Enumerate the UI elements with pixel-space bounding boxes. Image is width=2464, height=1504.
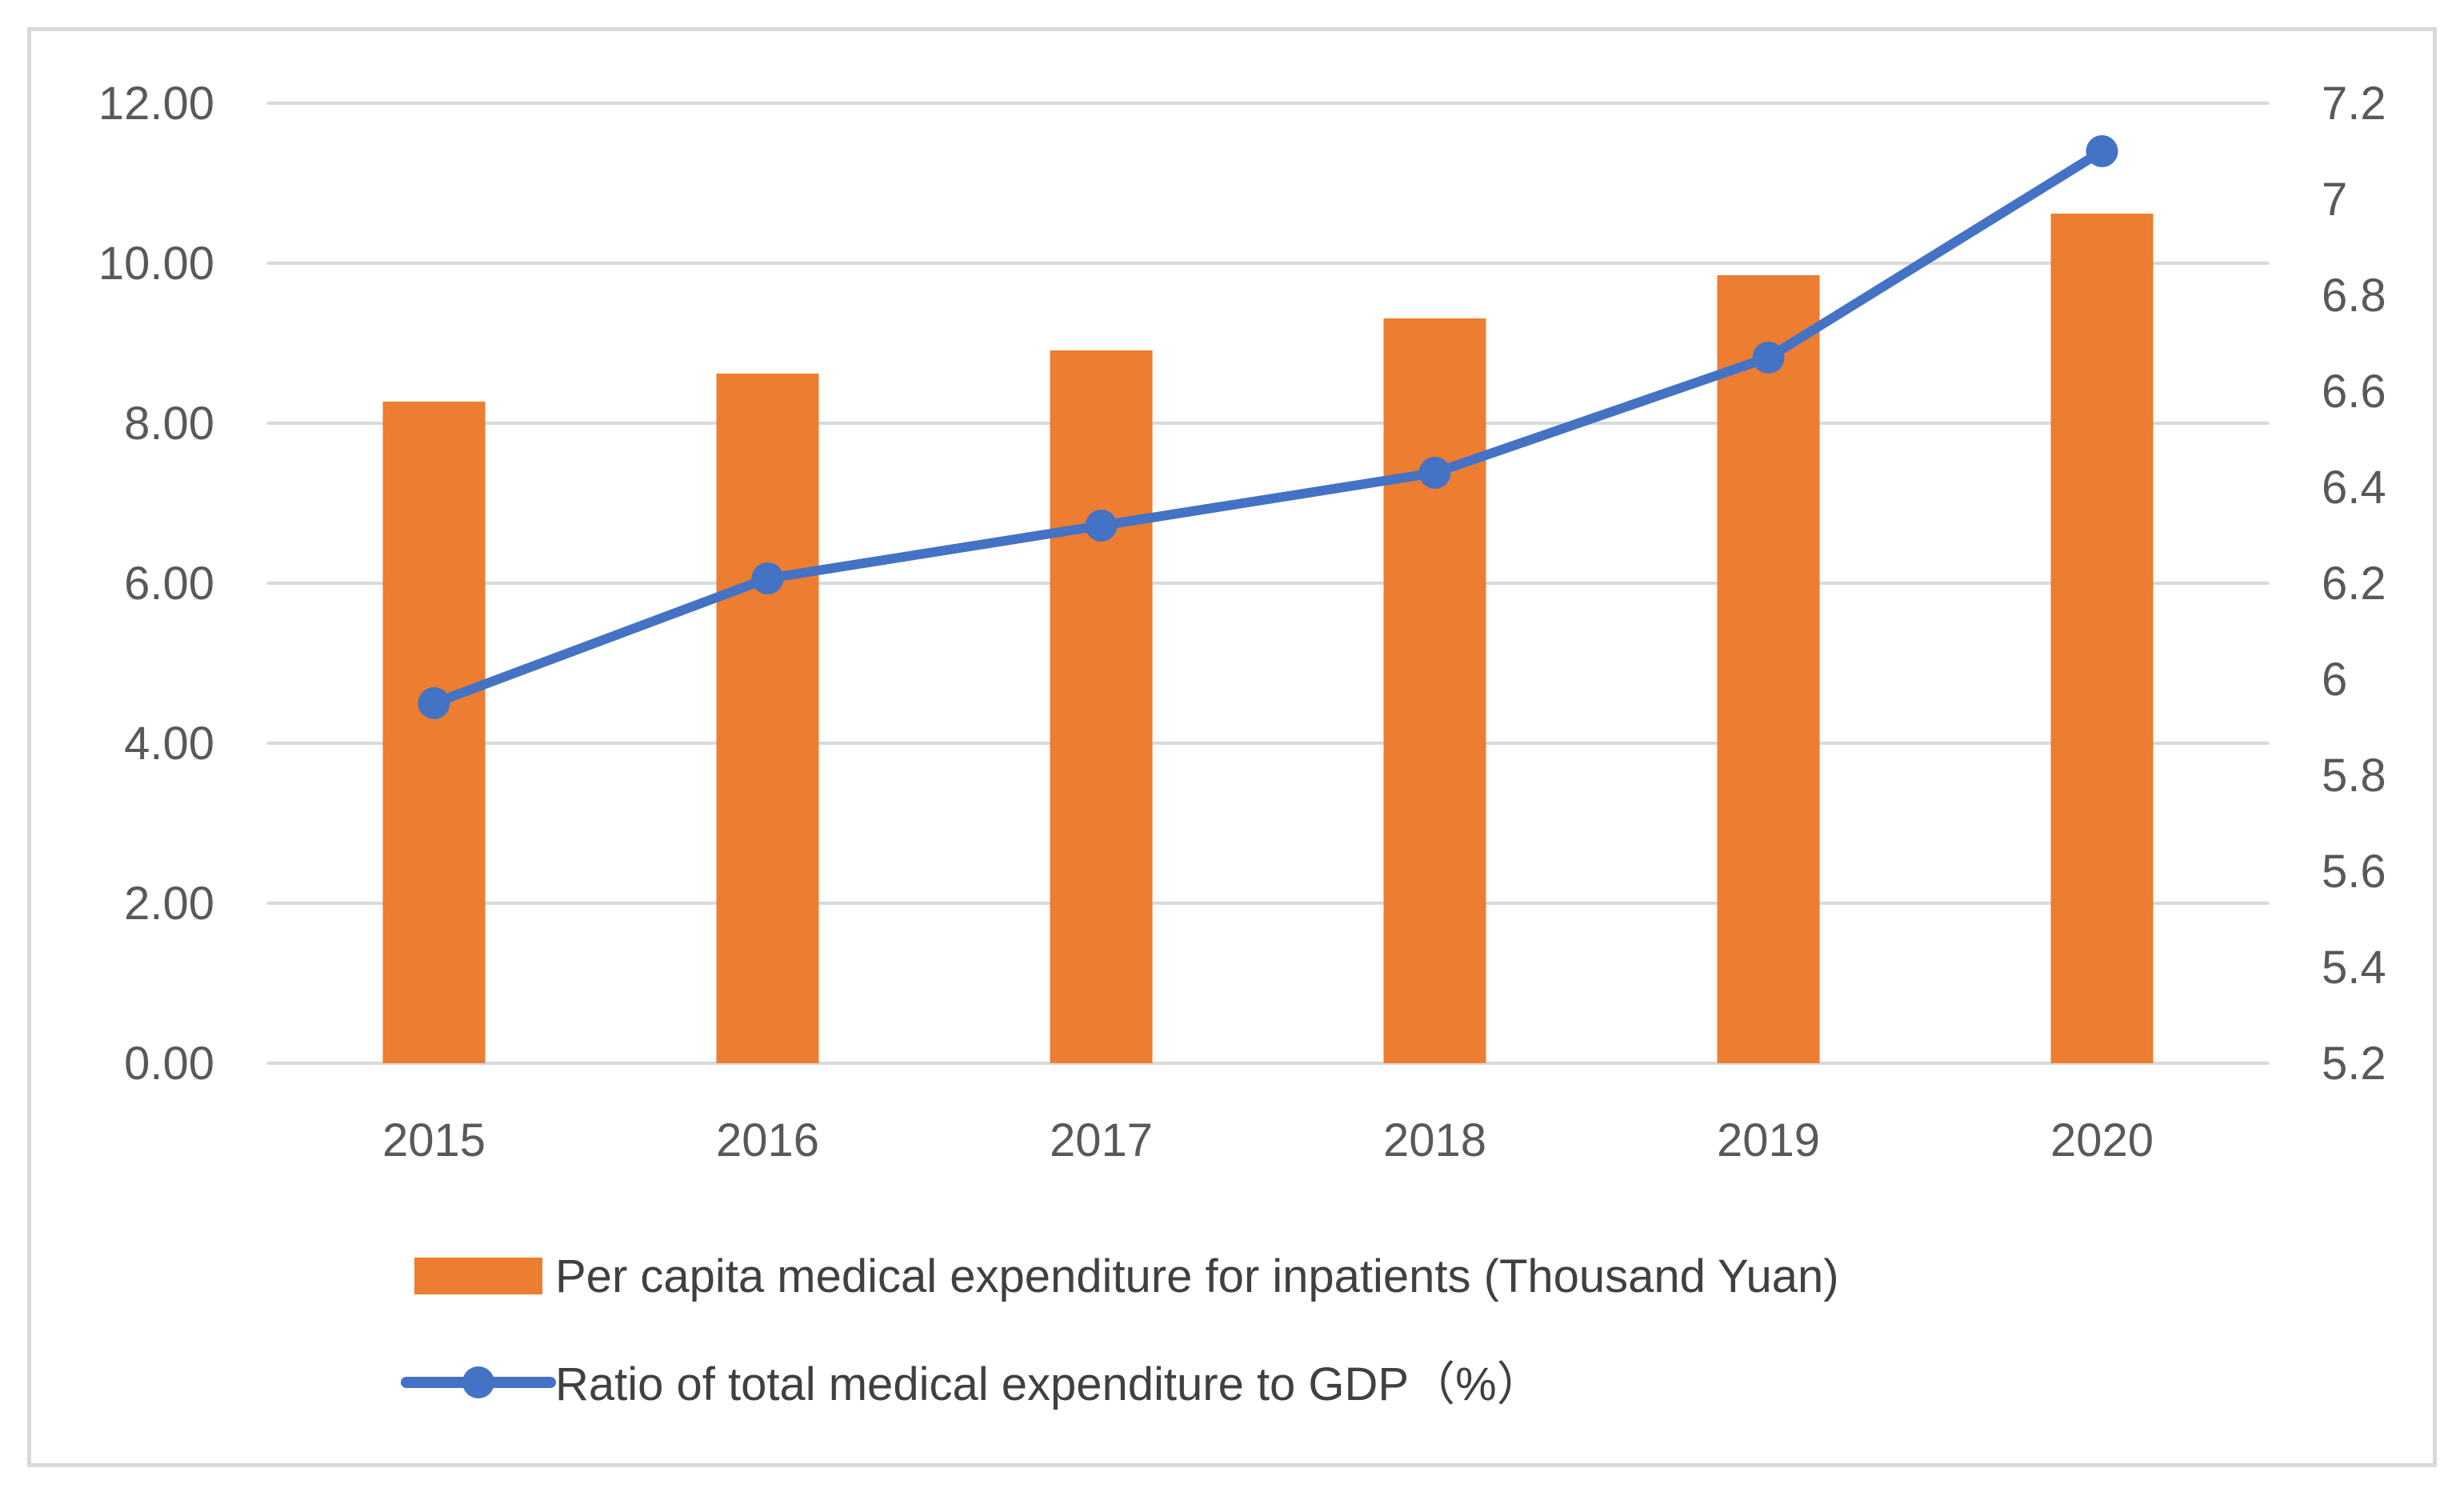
bar-series <box>382 214 2154 1063</box>
legend-line-label: Ratio of total medical expenditure to GD… <box>555 1358 1543 1410</box>
y-right-tick-label: 6.6 <box>2322 366 2386 418</box>
line-point-2019 <box>1752 342 1785 374</box>
line-point-2020 <box>2086 135 2118 167</box>
axis-ticks: 0.00 2.00 4.00 6.00 8.00 10.00 12.00 5.2 5.4 5.6 5… <box>98 78 2386 1166</box>
y-right-tick-label: 5.2 <box>2322 1038 2386 1090</box>
x-tick-label: 2016 <box>716 1114 819 1166</box>
bar-2018 <box>1383 318 1486 1063</box>
x-tick-label: 2018 <box>1383 1114 1486 1166</box>
bar-2016 <box>716 374 819 1063</box>
bar-2020 <box>2050 214 2154 1063</box>
bar-2017 <box>1050 350 1153 1063</box>
bar-2019 <box>1717 275 1820 1063</box>
y-right-tick-label: 7.2 <box>2322 78 2386 130</box>
legend-bar-label: Per capita medical expenditure for inpat… <box>555 1250 1839 1302</box>
x-tick-label: 2017 <box>1050 1114 1153 1166</box>
y-right-tick-label: 7 <box>2322 174 2347 226</box>
y-left-tick-label: 4.00 <box>124 718 214 770</box>
line-point-2015 <box>418 687 450 719</box>
gridlines <box>267 102 2269 1065</box>
y-right-tick-label: 6.4 <box>2322 462 2386 514</box>
line-path <box>429 146 2107 708</box>
line-point-2018 <box>1418 457 1451 489</box>
y-right-tick-label: 6.2 <box>2322 558 2386 610</box>
y-left-tick-label: 10.00 <box>98 238 214 290</box>
legend-line-marker <box>462 1366 494 1398</box>
y-right-tick-label: 5.6 <box>2322 846 2386 898</box>
y-left-tick-label: 6.00 <box>124 558 214 610</box>
y-left-tick-label: 0.00 <box>124 1038 214 1090</box>
y-left-tick-label: 12.00 <box>98 78 214 130</box>
x-tick-label: 2019 <box>1717 1114 1820 1166</box>
line-point-2016 <box>751 562 784 594</box>
line-series <box>418 135 2118 719</box>
x-tick-label: 2015 <box>382 1114 486 1166</box>
y-right-tick-label: 5.8 <box>2322 750 2386 802</box>
y-right-tick-label: 6.8 <box>2322 270 2386 322</box>
line-point-2017 <box>1085 510 1118 542</box>
legend: Per capita medical expenditure for inpat… <box>401 1250 1839 1410</box>
legend-bar-swatch <box>414 1258 542 1294</box>
x-tick-label: 2020 <box>2050 1114 2154 1166</box>
y-right-tick-label: 6 <box>2322 654 2347 706</box>
y-left-tick-label: 2.00 <box>124 878 214 930</box>
bar-2015 <box>382 402 486 1063</box>
y-right-tick-label: 5.4 <box>2322 942 2386 994</box>
y-left-tick-label: 8.00 <box>124 398 214 450</box>
